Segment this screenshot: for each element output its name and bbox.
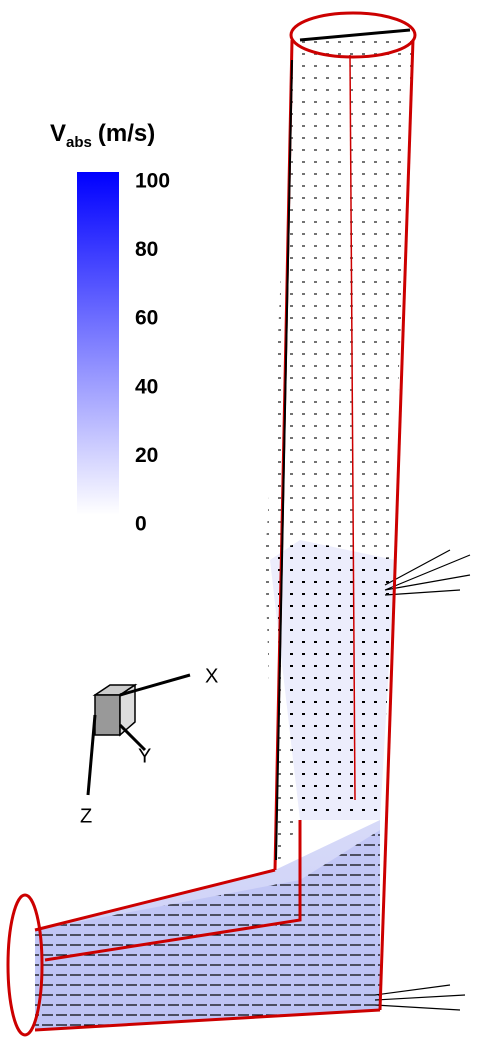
axis-x-label: X	[205, 665, 218, 687]
colorbar-tick-label: 80	[135, 238, 158, 261]
colorbar-tick-label: 0	[135, 513, 147, 536]
colorbar-tick-label: 40	[135, 375, 158, 398]
colorbar-tick-label: 100	[135, 170, 170, 193]
colorbar-tick-label: 60	[135, 307, 158, 330]
title-sub: abs	[66, 134, 92, 151]
figure: Vabs (m/s) 0 20 40 60 80 100 X Y Z	[0, 0, 481, 1045]
colorbar-title: Vabs (m/s)	[50, 120, 155, 151]
pipe-geometry	[8, 13, 470, 1035]
axes-triad: X Y Z	[80, 665, 218, 827]
colorbar-tick-label: 20	[135, 444, 158, 467]
title-main: V	[50, 120, 66, 147]
axis-y-label: Y	[138, 745, 151, 767]
colorbar: Vabs (m/s) 0 20 40 60 80 100	[50, 120, 170, 535]
axis-z-label: Z	[80, 805, 92, 827]
title-unit: (m/s)	[98, 120, 155, 147]
colorbar-scale	[77, 172, 119, 515]
